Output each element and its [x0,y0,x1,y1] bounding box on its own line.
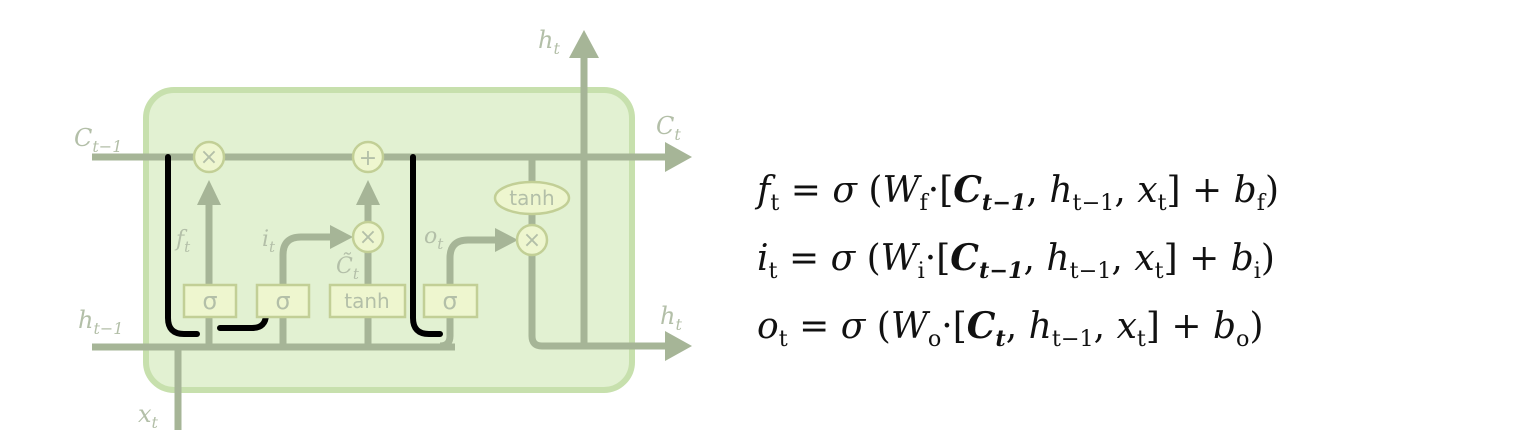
cell-state-sub-text: t−1 [978,257,1024,284]
input-sub: t [1157,189,1167,216]
output-multiply-op [515,223,549,257]
input-gate-output [279,233,335,285]
gate-equations: ft = σ (Wf·[Ct−1, ht−1, xt] + bf) it = σ … [757,156,1497,360]
equation-lhs-sub: t [778,325,788,352]
cell-state-term: C [950,237,979,279]
input-sub: t [1136,325,1146,352]
output-peephole [410,154,443,337]
cell-add-op [351,140,385,174]
sigma-symbol: σ [832,170,857,211]
output-gate-input [439,317,454,350]
output-tanh-op [493,180,571,216]
data-flow-lines [92,30,692,430]
input-term: x [1134,238,1155,279]
hidden-term: h [1049,170,1073,211]
cell-state-arrowhead [665,142,692,172]
c-out-label: Ct [656,112,681,144]
candidate-tanh-label: tanh [344,289,389,313]
output-gate-label: σ [442,287,457,315]
equation-row: it = σ (Wi·[Ct−1, ht−1, xt] + bi) [757,237,1275,284]
ctilde-label: C̃t [336,253,360,283]
forget-gate-label: σ [202,287,217,315]
forget-peephole [165,154,200,337]
weight-sub: i [917,257,925,284]
forget-gate-arrowhead [197,180,221,205]
o-label: ot [424,224,444,253]
input-term: x [1137,170,1158,211]
input-multiply-op [351,220,385,254]
hidden-sub: t−1 [1072,189,1115,216]
plus-sign: + [1189,238,1220,279]
input-gate-label: σ [275,287,290,315]
equals-sign: = [788,238,820,279]
cell-state-sub: t−1 [979,258,1024,284]
hidden-output-arrowhead [665,331,692,361]
output-gate-arrowhead [495,228,518,252]
bias-term: b [1233,170,1257,211]
h-top-label: ht [538,26,560,58]
equals-sign: = [790,170,821,211]
c-prev-label: Ct−1 [74,124,122,156]
h-prev-label: ht−1 [78,306,123,338]
cell-state-sub: t−1 [982,190,1027,216]
sigma-symbol: σ [830,238,856,279]
bias-sub: i [1253,257,1261,284]
forget-multiply-op [192,140,226,174]
weight-symbol: W [882,170,920,211]
input-multiply-symbol: × [359,225,377,250]
input-term: x [1116,306,1137,347]
equals-sign: = [799,306,830,347]
equation-row: ot = σ (Wo·[Ct, ht−1, xt] + bo) [757,305,1264,352]
forget-gate-box [182,283,238,319]
bias-sub: f [1256,189,1265,216]
input-sub: t [1154,257,1164,284]
dot-operator: · [941,306,953,347]
equation-row: ft = σ (Wf·[Ct−1, ht−1, xt] + bf) [757,169,1280,216]
lstm-peephole-diagram: × + × × tanh σ σ tanh σ Ct−1 Ct ht−1 ht … [74,26,692,432]
equation-lhs: f [757,170,771,211]
plus-sign: + [1171,306,1202,347]
hidden-term: h [1028,306,1052,347]
input-product-arrowhead [356,180,380,205]
candidate-tanh-box [328,283,407,319]
cell-state-term: C [966,305,996,347]
h-out-label: ht [660,302,682,334]
forget-multiply-symbol: × [200,145,218,170]
dot-operator: · [924,238,937,279]
weight-symbol: W [880,238,918,279]
plus-sign: + [1192,170,1223,211]
cell-state-term: C [953,169,982,211]
bias-term: b [1212,306,1237,347]
input-gate-box [255,283,311,319]
hidden-sub: t−1 [1069,257,1112,284]
output-multiply-symbol: × [523,228,541,253]
hidden-term: h [1046,238,1070,279]
equation-lhs: i [757,238,769,279]
equation-lhs: o [757,306,779,347]
cell-state-sub-text: t−1 [981,189,1027,216]
weight-sub: f [919,189,928,216]
i-label: it [262,227,276,256]
input-gate-arrowhead [330,225,353,249]
bias-term: b [1230,238,1254,279]
weight-sub: o [927,325,942,352]
output-gate-output [446,236,500,285]
cell-add-symbol: + [359,146,377,171]
x-in-label: xt [138,400,159,432]
hidden-output-line [528,252,670,350]
hidden-up-arrowhead [569,30,599,58]
hidden-sub: t−1 [1051,325,1094,352]
weight-symbol: W [890,306,928,347]
equation-lhs-sub: t [770,189,780,216]
equation-lhs-sub: t [768,257,778,284]
cell-state-sub-text: t [995,325,1006,352]
output-gate-box [422,283,479,319]
cell-state-sub: t [995,326,1005,352]
output-tanh-label: tanh [509,186,554,210]
bias-sub: o [1236,325,1250,352]
sigma-symbol: σ [840,306,866,347]
dot-operator: · [927,170,940,211]
